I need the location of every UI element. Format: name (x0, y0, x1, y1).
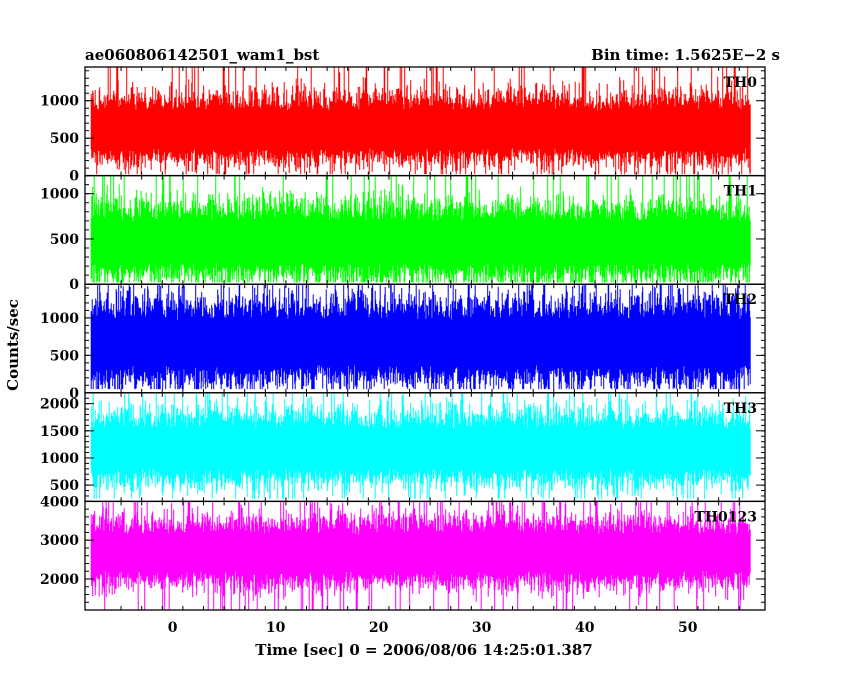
panel-label-th3: TH3 (724, 401, 757, 417)
chart-title-right: Bin time: 1.5625E−2 s (591, 46, 780, 64)
y-tick-label: 0 (69, 386, 79, 402)
panel-th3: 500 1000 1500 2000 TH3 (40, 392, 766, 503)
y-axis-label: Counts/sec (4, 299, 22, 391)
x-tick-label: 0 (168, 620, 178, 636)
y-tick-label: 4000 (40, 494, 79, 510)
y-tick-label: 1000 (40, 451, 79, 467)
panel-th2: 0 500 1000 TH2 (40, 283, 766, 402)
y-tick-label: 1000 (40, 94, 79, 110)
panel-th1: 0 500 1000 TH1 (40, 174, 766, 293)
y-tick-label: 500 (50, 348, 79, 364)
y-tick-label: 500 (50, 131, 79, 147)
y-tick-label: 2000 (40, 572, 79, 588)
panel-label-th0: TH0 (724, 75, 758, 91)
y-tick-label: 500 (50, 232, 79, 248)
y-tick-label: 500 (50, 478, 79, 494)
series-th0 (90, 67, 751, 175)
x-tick-label: 50 (678, 620, 698, 636)
x-tick-label: 20 (369, 620, 389, 636)
chart-title-left: ae060806142501_wam1_bst (85, 46, 319, 64)
series-th3 (90, 392, 751, 499)
y-tick-label: 0 (69, 169, 79, 185)
x-tick-label: 30 (472, 620, 492, 636)
y-tick-label: 0 (69, 277, 79, 293)
x-axis-label: Time [sec] 0 = 2006/08/06 14:25:01.387 (255, 641, 592, 659)
panel-label-th1: TH1 (724, 184, 757, 200)
y-tick-label: 2000 (40, 397, 79, 413)
panel-th0: 0 500 1000 TH0 (40, 66, 766, 185)
series-th0123 (90, 501, 751, 610)
panel-th0123: 2000 3000 4000 TH0123 (40, 494, 766, 611)
y-tick-label: 3000 (40, 533, 79, 549)
x-tick-label: 40 (575, 620, 595, 636)
y-tick-label: 1500 (40, 424, 79, 440)
x-tick-label: 10 (266, 620, 286, 636)
y-tick-label: 1000 (40, 311, 79, 327)
y-tick-label: 1000 (40, 187, 79, 203)
series-th1 (90, 175, 751, 283)
panel-label-th2: TH2 (724, 292, 757, 308)
panels: 0 500 1000 TH0 0 500 1000 TH1 0 500 1000 TH2 500 1000… (40, 66, 766, 611)
series-th2 (90, 284, 751, 390)
x-axis: 0 10 20 30 40 50 (168, 620, 698, 636)
panel-label-th0123: TH0123 (694, 509, 757, 525)
